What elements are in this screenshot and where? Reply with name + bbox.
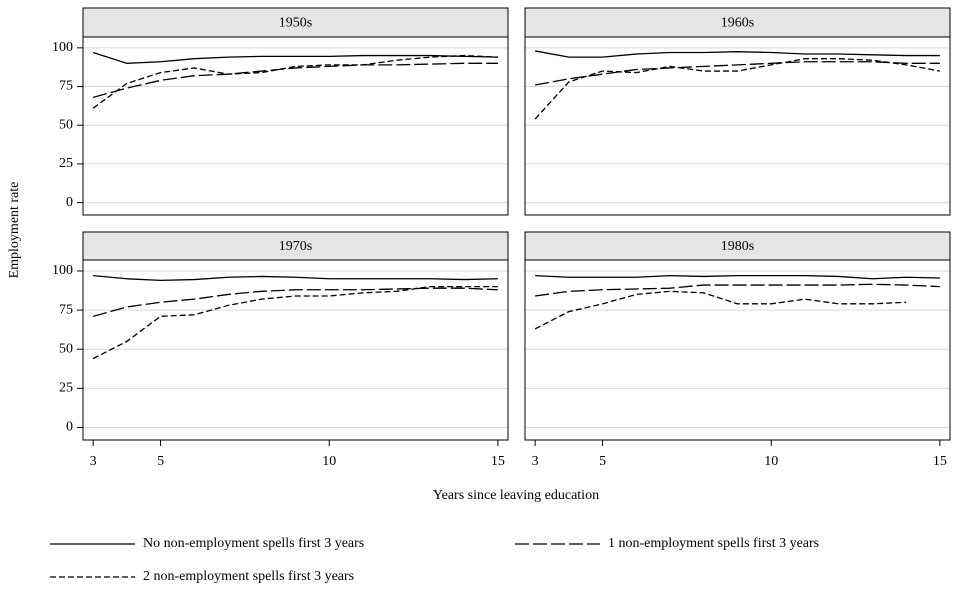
x-tick-label: 3 bbox=[90, 454, 97, 469]
legend-label: 1 non-employment spells first 3 years bbox=[608, 536, 819, 551]
series-line bbox=[534, 58, 940, 120]
panel-strip bbox=[82, 7, 509, 38]
series-line bbox=[92, 51, 498, 64]
panel-title: 1980s bbox=[721, 239, 754, 254]
panel-frame bbox=[524, 259, 951, 441]
y-tick-label: 75 bbox=[59, 302, 73, 317]
y-tick-label: 25 bbox=[59, 156, 73, 171]
y-tick-label: 25 bbox=[59, 381, 73, 396]
panel-strip bbox=[82, 231, 509, 261]
series-line bbox=[535, 283, 940, 297]
x-tick-label: 5 bbox=[599, 454, 606, 469]
x-tick-label: 15 bbox=[933, 454, 947, 469]
y-tick-label: 0 bbox=[66, 420, 73, 435]
y-tick-label: 50 bbox=[59, 117, 73, 132]
x-axis-label: Years since leaving education bbox=[433, 488, 599, 503]
series-line bbox=[92, 285, 498, 360]
y-tick-label: 100 bbox=[52, 263, 73, 278]
y-tick-label: 75 bbox=[59, 79, 73, 94]
series-line bbox=[535, 61, 940, 86]
series-line bbox=[92, 54, 498, 109]
panel-frame bbox=[82, 36, 509, 216]
y-tick-label: 0 bbox=[66, 195, 73, 210]
series-line bbox=[535, 275, 940, 280]
legend-label: 2 non-employment spells first 3 years bbox=[143, 569, 354, 584]
x-tick-label: 10 bbox=[764, 454, 778, 469]
panel-frame bbox=[524, 36, 951, 216]
series-line bbox=[93, 275, 498, 281]
y-axis-label: Employment rate bbox=[7, 182, 22, 279]
legend-label: No non-employment spells first 3 years bbox=[143, 536, 364, 551]
panel-title: 1960s bbox=[721, 16, 754, 31]
series-line bbox=[92, 62, 498, 98]
x-tick-label: 5 bbox=[157, 454, 164, 469]
y-tick-label: 100 bbox=[52, 40, 73, 55]
series-line bbox=[92, 287, 498, 317]
y-tick-label: 50 bbox=[59, 341, 73, 356]
x-tick-label: 15 bbox=[491, 454, 505, 469]
x-tick-label: 3 bbox=[532, 454, 539, 469]
panel-strip bbox=[524, 231, 951, 261]
panel-frame bbox=[82, 259, 509, 441]
panel-title: 1970s bbox=[279, 239, 312, 254]
series-line bbox=[534, 290, 907, 330]
panel-title: 1950s bbox=[279, 16, 312, 31]
series-line bbox=[535, 50, 940, 58]
x-tick-label: 10 bbox=[322, 454, 336, 469]
